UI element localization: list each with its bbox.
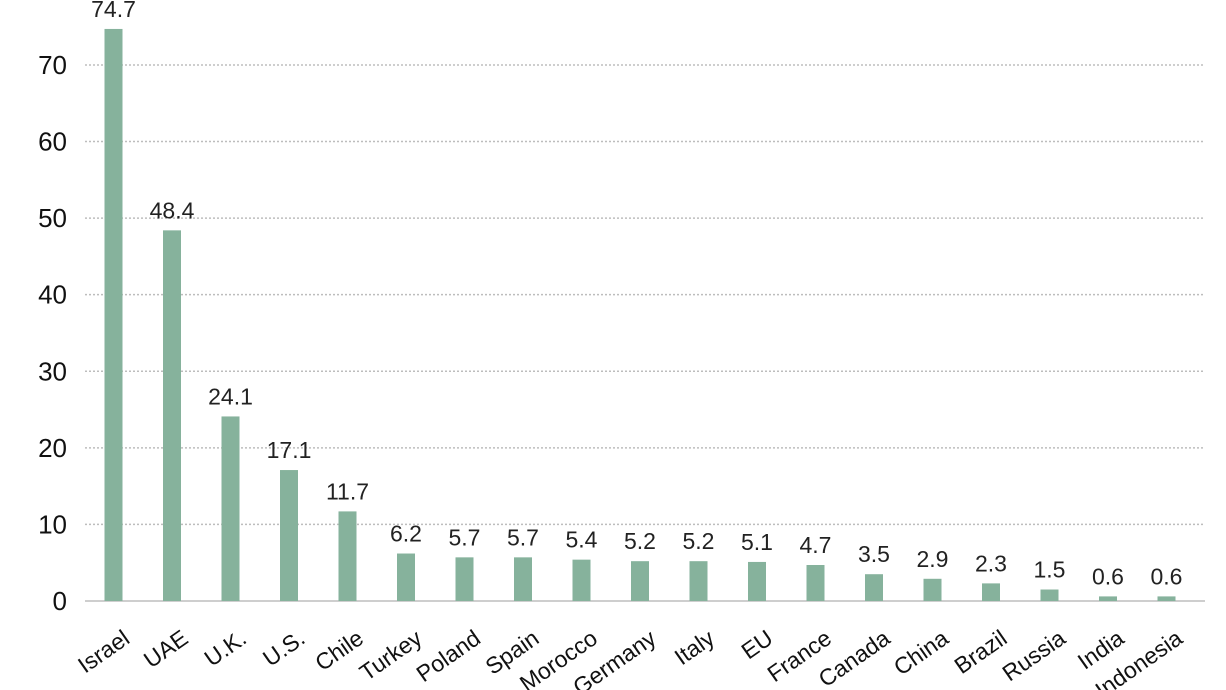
data-label-russia: 1.5 (1034, 557, 1066, 583)
x-tick-label-u-s: U.S. (258, 625, 310, 672)
bar-spain (514, 557, 532, 601)
x-axis-labels: Israel UAE U.K. U.S. ChileTurkeyPolandSpainM… (73, 624, 1187, 690)
bar-u-s (280, 470, 298, 601)
bar-germany (631, 561, 649, 601)
x-tick-label-turkey: Turkey (355, 624, 427, 685)
bar-chile (338, 511, 357, 601)
y-tick-label-20: 20 (38, 433, 67, 463)
data-labels: 74.7 48.4 24.1 17.1 11.7 6.2 5.7 5.7 5.4 5.2 5.2 5.… (91, 0, 1182, 589)
y-tick-label-50: 50 (38, 203, 67, 233)
bar-canada (865, 574, 883, 601)
bar-israel (104, 28, 123, 602)
y-tick-label-40: 40 (38, 280, 67, 310)
data-label-poland: 5.7 (449, 524, 481, 550)
data-label-germany: 5.2 (624, 528, 656, 554)
data-label-india: 0.6 (1092, 563, 1124, 589)
bar-france (806, 565, 825, 601)
data-label-indonesia: 0.6 (1151, 563, 1183, 589)
bar-china (923, 578, 942, 601)
data-label-italy: 5.2 (683, 528, 715, 554)
bar-u-k (221, 416, 240, 601)
data-label-china: 2.9 (917, 546, 949, 572)
x-tick-label-u-k: U.K. (199, 625, 251, 672)
bar-eu (748, 561, 766, 601)
y-axis-ticks: 0 10 20 30 40 50 60 70 80 (38, 0, 67, 616)
data-label-chile: 11.7 (326, 478, 369, 504)
data-label-u-s: 17.1 (267, 437, 312, 463)
x-tick-label-russia: Russia (997, 624, 1070, 686)
bar-brazil (982, 583, 1000, 601)
gridlines (85, 64, 1205, 602)
data-label-turkey: 6.2 (390, 521, 422, 547)
bar-morocco (572, 559, 591, 601)
bar-indonesia (1157, 596, 1176, 601)
x-tick-label-uae: UAE (139, 625, 193, 673)
x-tick-label-israel: Israel (73, 625, 134, 679)
y-tick-label-30: 30 (38, 356, 67, 386)
y-tick-label-0: 0 (53, 586, 67, 616)
bar-russia (1040, 589, 1059, 601)
y-tick-label-80: 80 (38, 0, 67, 3)
data-label-israel: 74.7 (91, 0, 136, 22)
bar-india (1099, 596, 1117, 601)
x-tick-label-italy: Italy (670, 624, 720, 670)
bar-italy (689, 561, 708, 601)
y-tick-label-60: 60 (38, 127, 67, 157)
data-label-canada: 3.5 (858, 541, 890, 567)
y-tick-label-70: 70 (38, 50, 67, 80)
bar-turkey (397, 553, 415, 601)
data-label-morocco: 5.4 (566, 527, 598, 553)
y-tick-label-10: 10 (38, 509, 67, 539)
data-label-brazil: 2.3 (975, 550, 1007, 576)
bar-uae (163, 230, 181, 602)
data-label-u-k: 24.1 (208, 383, 253, 409)
data-label-uae: 48.4 (150, 197, 195, 223)
bars (104, 28, 1176, 602)
x-tick-label-poland: Poland (411, 625, 485, 687)
data-label-france: 4.7 (800, 532, 832, 558)
bar-poland (455, 557, 474, 601)
data-label-eu: 5.1 (741, 529, 773, 555)
x-tick-label-china: China (889, 624, 953, 680)
data-label-spain: 5.7 (507, 524, 539, 550)
